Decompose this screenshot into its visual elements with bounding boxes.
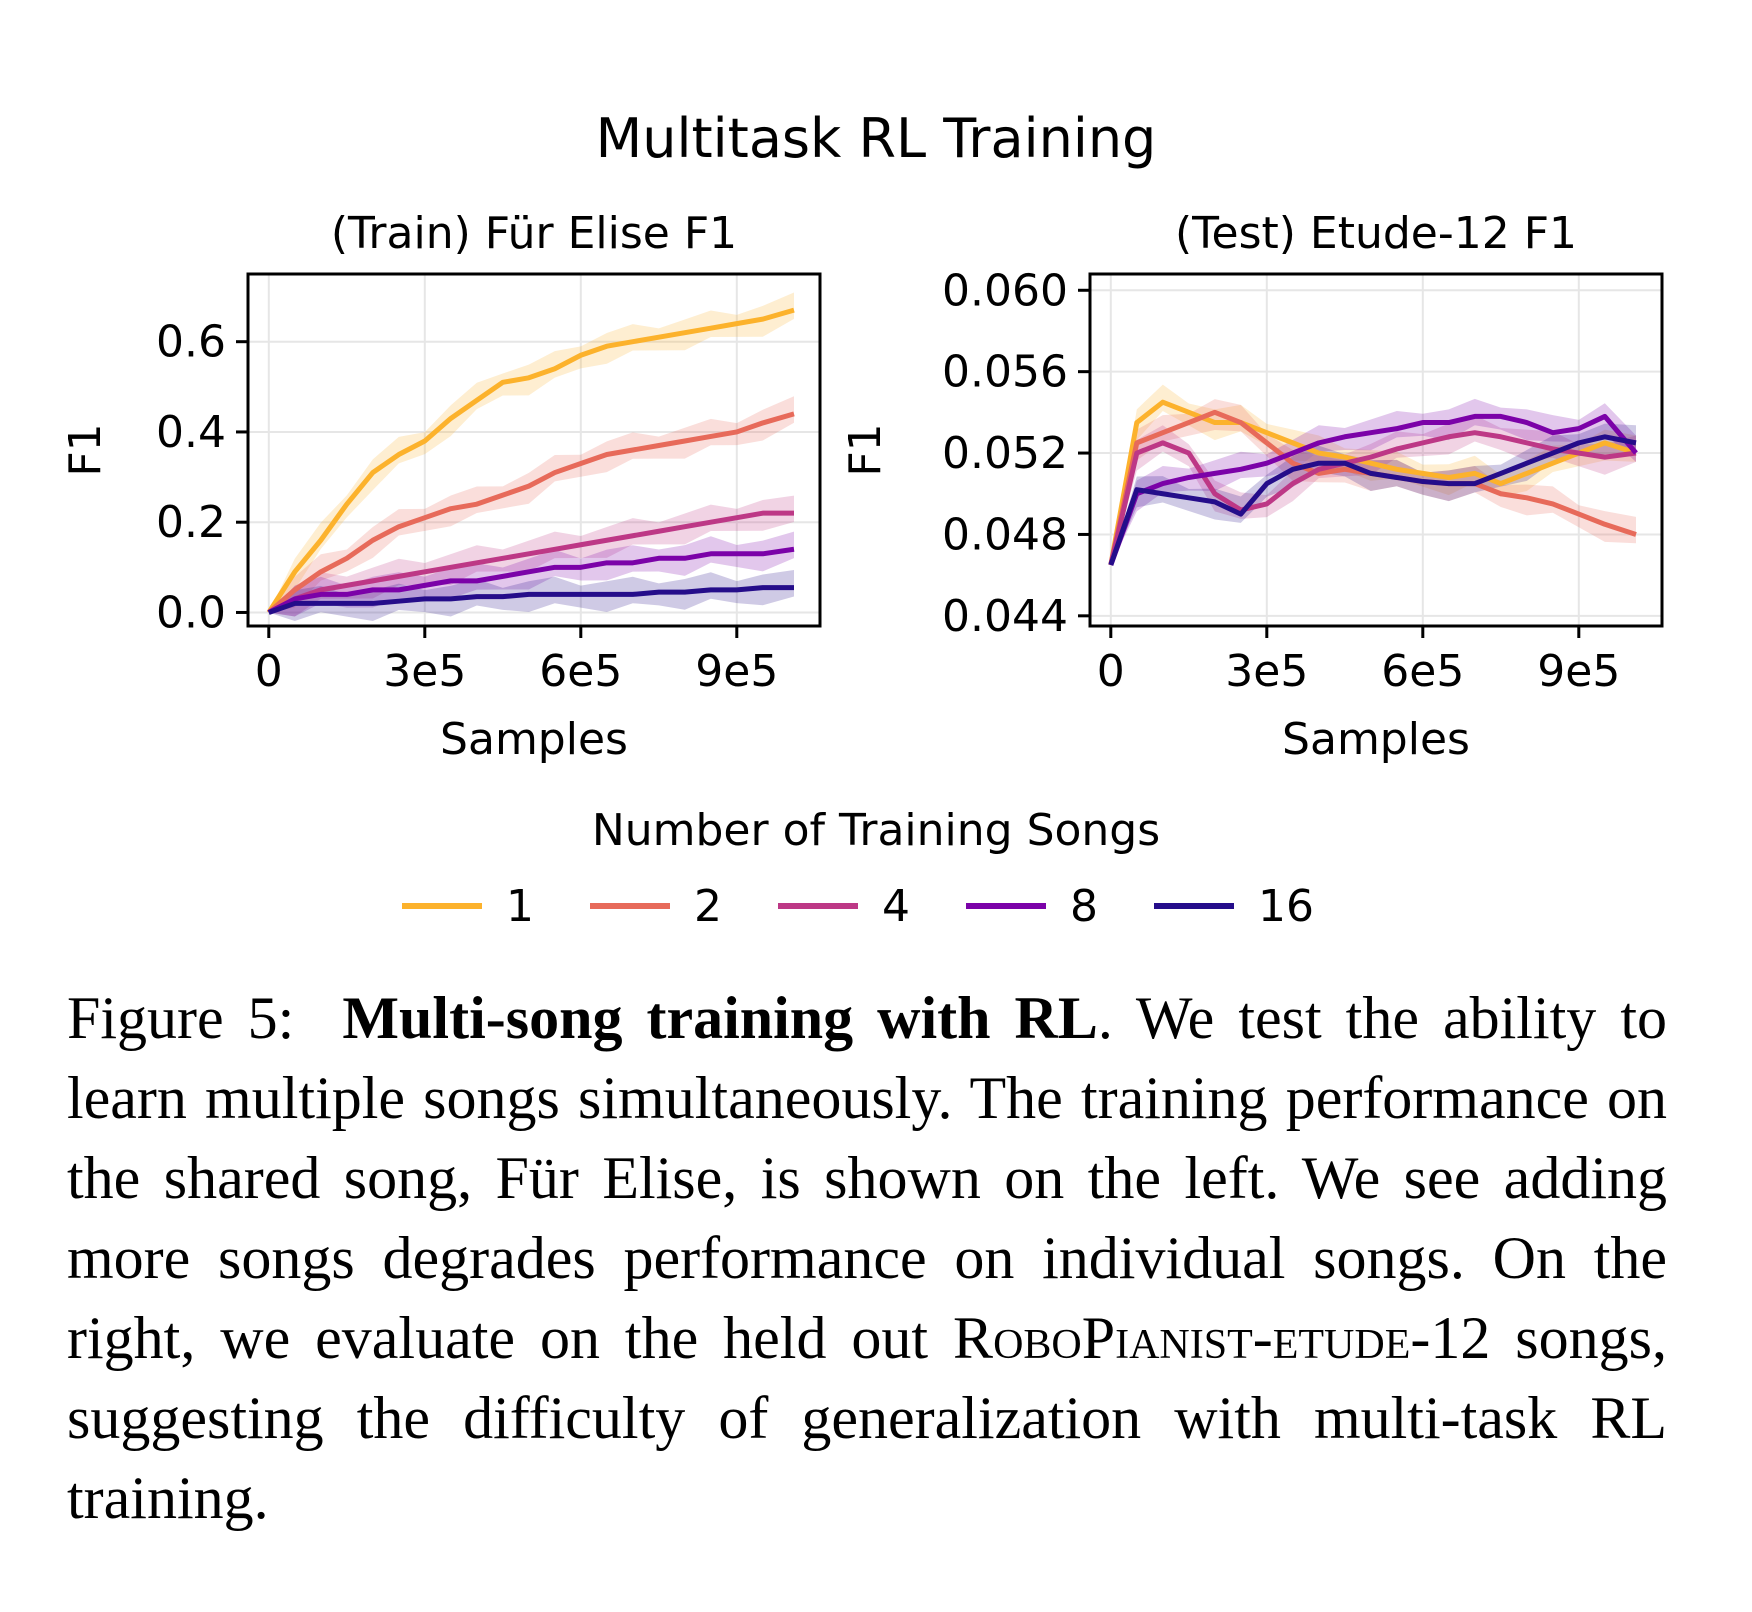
- axes-frame: [1088, 272, 1664, 628]
- legend-label-16: 16: [1258, 881, 1314, 932]
- y-tick-label: 0.060: [942, 265, 1068, 316]
- series-band-4: [268, 495, 794, 617]
- series-band-2: [1110, 399, 1636, 565]
- legend-label-2: 2: [694, 881, 722, 932]
- caption-bold-title: Multi-song training with RL: [342, 985, 1098, 1051]
- series-band-8: [268, 531, 794, 617]
- figure-caption: Figure 5: Multi-song training with RL. W…: [67, 978, 1667, 1538]
- y-tick-label: 0.052: [942, 428, 1068, 479]
- x-tick-label: 3e5: [383, 646, 466, 697]
- x-tick-label: 6e5: [1381, 646, 1464, 697]
- x-tick-label: 6e5: [539, 646, 622, 697]
- x-tick-label: 3e5: [1225, 646, 1308, 697]
- chart-train-fur-elise: 0 3e5 6e5 9e5 0.0 0.2 0.4 0.6 (Train) Für Elise …: [60, 208, 822, 765]
- series-line-8: [267, 546, 795, 615]
- y-tick-label: 0.2: [156, 497, 226, 548]
- y-axis-label: F1: [840, 423, 891, 476]
- y-tick-label: 0.044: [942, 591, 1068, 642]
- x-tick-label: 9e5: [695, 646, 778, 697]
- x-tick-label: 0: [255, 646, 283, 697]
- series-line-16: [1108, 434, 1637, 566]
- y-tick-label: 0.6: [156, 317, 226, 368]
- figure-svg: Multitask RL Training 0 3e5 6e5 9e5 0.0 0.2 0.…: [60, 107, 1664, 932]
- y-tick-label: 0.4: [156, 407, 226, 458]
- series-line-4: [267, 510, 794, 615]
- panel-title: (Test) Etude-12 F1: [1175, 208, 1577, 259]
- legend-title: Number of Training Songs: [592, 805, 1160, 856]
- series-line-16: [267, 585, 794, 615]
- series-line-1: [1108, 399, 1637, 566]
- figure-suptitle: Multitask RL Training: [596, 107, 1157, 170]
- x-axis-label: Samples: [440, 714, 628, 765]
- x-tick-label: 0: [1097, 646, 1125, 697]
- y-tick-label: 0.048: [942, 509, 1068, 560]
- legend-label-4: 4: [882, 881, 910, 932]
- y-tick-label: 0.056: [942, 347, 1068, 398]
- y-tick-label: 0.0: [156, 587, 226, 638]
- legend-label-1: 1: [506, 881, 534, 932]
- series-line-2: [267, 411, 795, 615]
- caption-label: Figure 5:: [67, 985, 295, 1051]
- panel-title: (Train) Für Elise F1: [331, 208, 737, 259]
- caption-smallcaps: RoboPianist-etude: [953, 1305, 1411, 1371]
- x-tick-label: 9e5: [1537, 646, 1620, 697]
- caption-text-1: . We test the ability to learn multiple …: [67, 985, 1668, 1371]
- series-line-1: [266, 307, 795, 614]
- legend: 1 2 4 8 16: [402, 881, 1314, 932]
- series-line-8: [1108, 413, 1638, 566]
- y-axis-label: F1: [60, 423, 111, 476]
- axes-frame: [246, 272, 822, 628]
- series-line-4: [1108, 430, 1637, 566]
- caption-text-2: -12 songs, suggesting the difficulty of …: [67, 1305, 1667, 1531]
- series-band-2: [268, 396, 794, 613]
- x-axis-label: Samples: [1282, 714, 1470, 765]
- legend-label-8: 8: [1070, 881, 1098, 932]
- chart-test-etude-12: 0 3e5 6e5 9e5 0.044 0.048 0.052 0.056 0.060 (Test…: [840, 208, 1664, 765]
